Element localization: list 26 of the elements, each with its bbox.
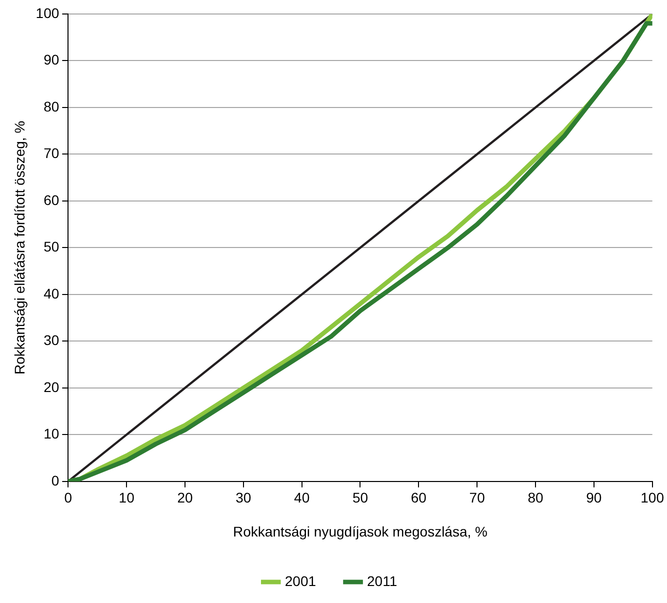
- y-tick-label: 90: [44, 52, 60, 68]
- x-tick-label: 0: [64, 490, 72, 506]
- x-tick-label: 40: [294, 490, 310, 506]
- y-tick-label: 10: [44, 426, 60, 442]
- legend-label: 2011: [367, 572, 398, 589]
- x-tick-label: 80: [528, 490, 544, 506]
- y-tick-label: 70: [44, 145, 60, 162]
- y-tick-label: 60: [44, 192, 60, 208]
- y-tick-label: 80: [44, 98, 60, 114]
- x-tick-label: 100: [640, 490, 664, 506]
- x-tick-label: 60: [410, 490, 427, 506]
- y-tick-label: 100: [36, 4, 60, 21]
- x-tick-label: 90: [586, 490, 602, 506]
- x-tick-label: 30: [236, 490, 252, 506]
- y-tick-label: 0: [51, 472, 60, 488]
- x-axis-title: Rokkantsági nyugdíjasok megoszlása, %: [233, 523, 488, 540]
- legend-label: 2001: [284, 572, 316, 589]
- y-tick-label: 50: [44, 238, 60, 255]
- y-tick-label: 30: [44, 332, 60, 348]
- x-tick-label: 50: [352, 490, 368, 506]
- y-tick-label: 20: [44, 378, 60, 395]
- x-tick-label: 20: [177, 490, 193, 506]
- y-tick-label: 40: [44, 285, 60, 302]
- x-tick-label: 70: [469, 490, 486, 506]
- y-axis-title: Rokkantsági ellátásra fordított összeg, %: [11, 120, 28, 375]
- x-tick-label: 10: [118, 490, 135, 506]
